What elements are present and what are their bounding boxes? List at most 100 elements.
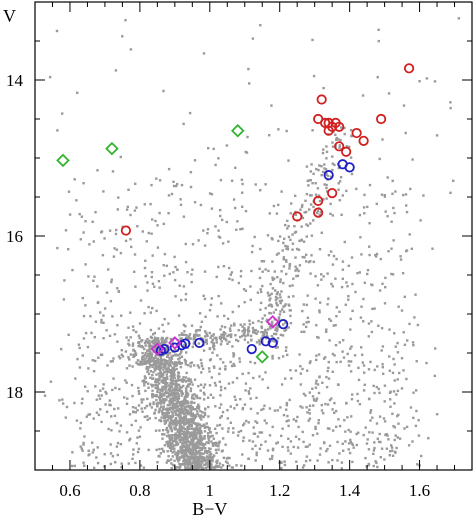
field-star (169, 458, 173, 461)
field-star (208, 347, 211, 351)
field-star (308, 408, 311, 411)
field-star (352, 446, 355, 449)
field-star (230, 364, 234, 368)
field-star (284, 377, 287, 380)
field-star (362, 206, 366, 209)
field-star (287, 449, 290, 452)
field-star (171, 451, 174, 454)
field-star (128, 344, 131, 347)
field-star (208, 427, 211, 430)
field-star (132, 410, 135, 414)
field-star (233, 322, 236, 325)
field-star (168, 416, 171, 420)
field-star (294, 369, 298, 372)
field-star (74, 377, 77, 380)
field-star (404, 131, 407, 135)
field-star (252, 329, 255, 332)
field-star (276, 291, 279, 294)
field-star (371, 307, 374, 311)
field-star (137, 404, 141, 407)
field-star (237, 430, 240, 434)
field-star (170, 421, 173, 425)
field-star (320, 231, 323, 234)
field-star (380, 193, 384, 196)
field-star (398, 437, 402, 440)
field-star (197, 459, 201, 463)
field-star (315, 324, 318, 327)
field-star (178, 356, 182, 360)
field-star (152, 401, 155, 404)
field-star (166, 336, 169, 340)
magenta-diamond-marker (168, 336, 182, 350)
field-star (127, 188, 130, 191)
field-star (222, 331, 225, 334)
field-star (233, 364, 236, 367)
field-star (155, 365, 158, 368)
field-star (177, 420, 181, 423)
field-star (243, 403, 247, 406)
field-star (258, 267, 261, 270)
field-star (175, 436, 178, 439)
field-star (246, 135, 249, 139)
field-star (157, 327, 161, 330)
field-star (111, 315, 114, 318)
field-star (166, 450, 169, 453)
field-star (160, 342, 163, 346)
field-star (189, 420, 192, 423)
field-star (349, 438, 352, 442)
field-star (191, 268, 194, 271)
field-star (193, 448, 196, 451)
field-star (199, 389, 202, 392)
field-star (169, 381, 172, 385)
field-star (225, 220, 228, 224)
field-star (306, 294, 309, 297)
field-star (67, 333, 70, 336)
field-star (303, 256, 306, 259)
field-star (212, 333, 215, 336)
field-star (401, 272, 405, 275)
field-star (94, 211, 97, 214)
field-star (111, 360, 114, 363)
field-star (76, 357, 79, 361)
field-star (155, 309, 158, 313)
field-star (130, 245, 133, 249)
field-star (294, 265, 297, 268)
field-star (158, 286, 161, 289)
field-star (97, 394, 100, 397)
field-star (307, 320, 310, 324)
field-star (166, 352, 170, 355)
field-star (137, 344, 140, 348)
field-star (163, 376, 167, 380)
field-star (153, 342, 156, 345)
field-star (180, 332, 184, 335)
field-star (154, 380, 157, 383)
field-star (215, 461, 219, 465)
field-star (184, 363, 188, 366)
field-star (309, 272, 312, 275)
field-star (176, 453, 179, 457)
field-star (169, 377, 173, 381)
field-star (87, 367, 90, 370)
field-star (166, 409, 170, 412)
field-star (339, 360, 342, 363)
field-star (105, 410, 109, 413)
field-star (192, 408, 195, 411)
field-star (275, 329, 279, 333)
field-star (111, 455, 115, 458)
field-star (109, 404, 112, 407)
field-star (203, 335, 207, 338)
field-star (158, 211, 161, 215)
field-star (223, 387, 227, 390)
field-star (143, 384, 146, 387)
field-star (350, 172, 354, 176)
field-star (127, 339, 130, 342)
field-star (249, 397, 252, 400)
field-star (243, 327, 246, 330)
field-star (277, 203, 280, 207)
field-star (308, 391, 311, 394)
field-star (266, 234, 270, 237)
field-star (188, 337, 191, 340)
field-star (151, 282, 155, 285)
field-star (361, 94, 365, 97)
field-star (285, 260, 288, 263)
